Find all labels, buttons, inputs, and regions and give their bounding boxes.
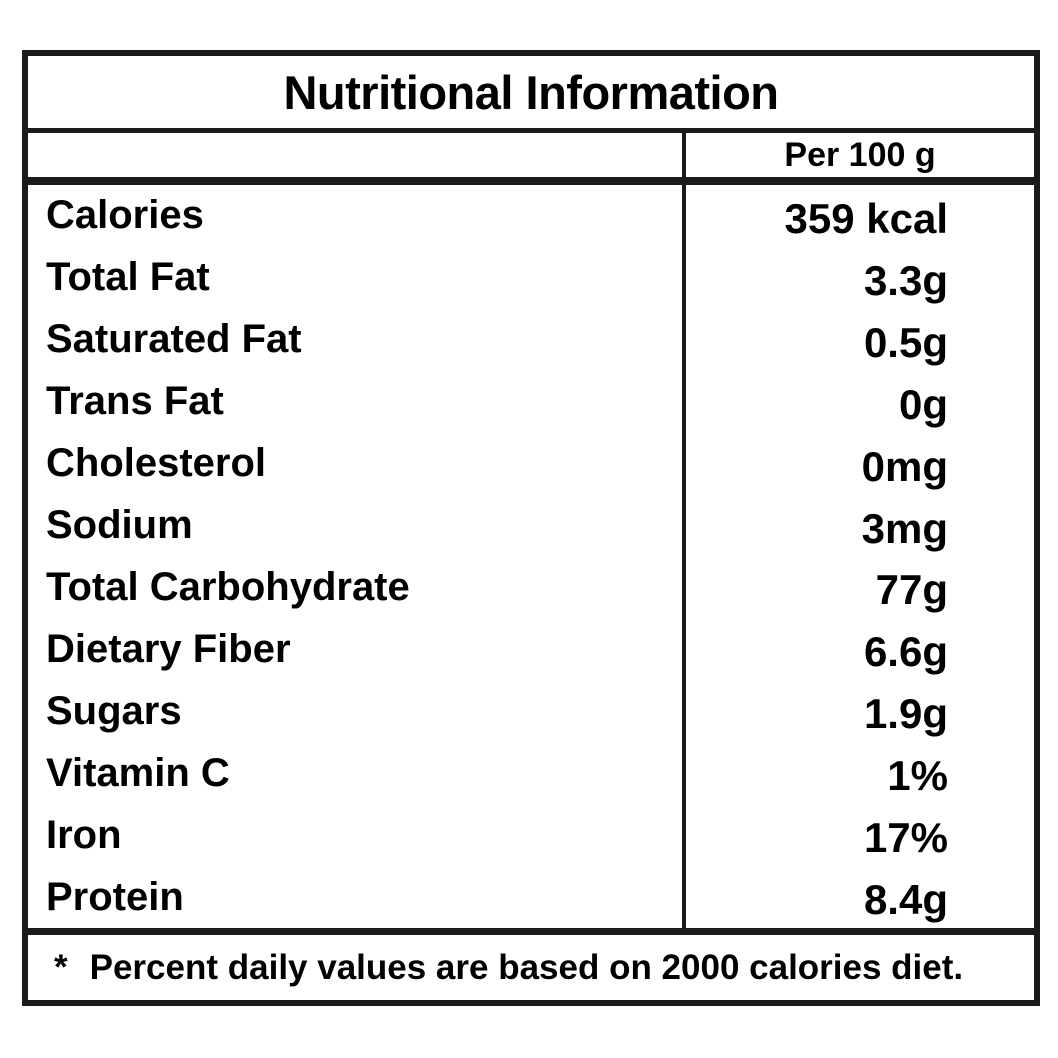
footnote-text: Percent daily values are based on 2000 c… xyxy=(89,947,964,987)
nutrient-label: Sugars xyxy=(28,680,686,743)
nutrient-label: Calories xyxy=(28,185,686,247)
nutrient-label: Total Carbohydrate xyxy=(28,556,686,619)
footnote: * Percent daily values are based on 2000… xyxy=(28,928,1034,1000)
table-row: Trans Fat 0g xyxy=(28,370,1034,433)
nutrient-value: 8.4g xyxy=(863,876,948,924)
nutrient-value: 1% xyxy=(887,752,948,800)
table-row: Iron 17% xyxy=(28,804,1034,867)
nutrient-label: Dietary Fiber xyxy=(28,618,686,681)
nutrient-value: 0g xyxy=(898,380,948,428)
table-row: Total Carbohydrate 77g xyxy=(28,556,1034,619)
column-header-row: Per 100 g xyxy=(28,133,1034,185)
table-row: Cholesterol 0mg xyxy=(28,432,1034,495)
table-title: Nutritional Information xyxy=(28,56,1034,133)
nutrient-label: Cholesterol xyxy=(28,432,686,495)
nutrient-label: Vitamin C xyxy=(28,742,686,805)
nutrient-value: 359 kcal xyxy=(784,194,949,242)
table-row: Sugars 1.9g xyxy=(28,680,1034,743)
table-row: Dietary Fiber 6.6g xyxy=(28,618,1034,681)
nutrient-label: Iron xyxy=(28,804,686,867)
header-empty-cell xyxy=(28,133,686,177)
nutrient-label: Protein xyxy=(28,866,686,929)
nutrient-value: 1.9g xyxy=(863,690,948,738)
nutrient-value: 3.3g xyxy=(863,256,948,304)
nutrient-value: 0mg xyxy=(861,442,948,490)
nutrient-value: 0.5g xyxy=(863,318,948,366)
footnote-asterisk: * xyxy=(54,947,68,987)
nutrient-value: 3mg xyxy=(861,504,948,552)
table-row: Vitamin C 1% xyxy=(28,742,1034,805)
nutrition-facts-table: Nutritional Information Per 100 g Calori… xyxy=(22,50,1040,1006)
nutrient-rows: Calories 359 kcal Total Fat 3.3g Saturat… xyxy=(28,185,1034,929)
nutrient-label: Total Fat xyxy=(28,246,686,309)
per-100g-column-header: Per 100 g xyxy=(784,135,936,174)
table-row: Protein 8.4g xyxy=(28,866,1034,929)
table-row: Sodium 3mg xyxy=(28,494,1034,557)
table-row: Calories 359 kcal xyxy=(28,185,1034,247)
nutrient-value: 6.6g xyxy=(863,628,948,676)
nutrient-value: 17% xyxy=(863,814,948,862)
nutrient-label: Sodium xyxy=(28,494,686,557)
nutrient-label: Saturated Fat xyxy=(28,308,686,371)
nutrient-label: Trans Fat xyxy=(28,370,686,433)
table-row: Total Fat 3.3g xyxy=(28,246,1034,309)
nutrient-value: 77g xyxy=(875,566,948,614)
table-row: Saturated Fat 0.5g xyxy=(28,308,1034,371)
